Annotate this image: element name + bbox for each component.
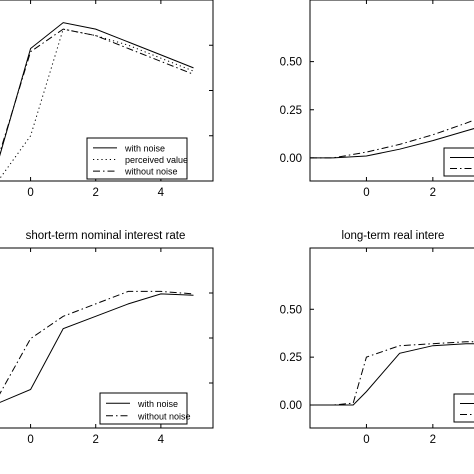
chart-panel-4: long-term real intere 0 2 0.00 0.25 0.50 xyxy=(280,230,474,446)
x-tick-label: 2 xyxy=(430,187,436,199)
series-line-1 xyxy=(310,343,474,406)
legend: with noise without noise xyxy=(99,392,191,425)
series-line-2 xyxy=(310,341,474,406)
series-line-2 xyxy=(0,28,194,180)
axes-box xyxy=(309,0,474,182)
legend-label: with noise xyxy=(124,143,165,153)
y-tick-label: 0.25 xyxy=(280,105,302,117)
y-tick-label: 0.00 xyxy=(280,400,302,412)
legend xyxy=(443,147,474,177)
y-tick-label: 0.25 xyxy=(280,352,302,364)
x-tick-label: 4 xyxy=(158,434,165,446)
chart-title: short-term nominal interest rate xyxy=(26,230,186,242)
x-tick-label: 2 xyxy=(93,187,99,199)
x-tick-label: 4 xyxy=(158,187,165,199)
chart-title: long-term real intere xyxy=(342,230,445,242)
axes-box xyxy=(309,247,474,429)
legend xyxy=(453,393,474,423)
legend-label: without noise xyxy=(124,167,178,177)
y-tick-label: 0.50 xyxy=(280,304,302,316)
x-tick-label: 0 xyxy=(27,434,33,446)
series-line-2 xyxy=(310,119,474,159)
legend-box xyxy=(443,147,474,177)
legend-label: with noise xyxy=(137,399,178,409)
legend-box xyxy=(86,137,188,180)
series-line-3 xyxy=(0,28,194,154)
x-tick-label: 0 xyxy=(27,187,33,199)
series-line-1 xyxy=(310,128,474,159)
legend-label: perceived value xyxy=(125,155,188,165)
series-line-1 xyxy=(0,22,194,157)
chart-panel-3: short-term nominal interest rate 0 2 4 with … xyxy=(0,230,214,446)
x-tick-label: 0 xyxy=(363,187,369,199)
y-tick-label: 0.50 xyxy=(280,57,302,69)
legend-box xyxy=(99,392,188,425)
legend: with noise perceived value without noise xyxy=(86,137,188,180)
series-line-2 xyxy=(0,290,194,395)
series-line-1 xyxy=(0,293,194,403)
x-tick-label: 2 xyxy=(430,434,436,446)
chart-panel-2: 0 2 0.00 0.25 0.50 xyxy=(280,0,474,199)
legend-label: without noise xyxy=(137,411,191,421)
x-tick-label: 0 xyxy=(363,434,369,446)
chart-panel-1: 0 2 4 with noise perceived value without nois… xyxy=(0,0,214,199)
x-tick-label: 2 xyxy=(93,434,99,446)
y-tick-label: 0.00 xyxy=(280,153,302,165)
legend-box xyxy=(453,393,474,423)
